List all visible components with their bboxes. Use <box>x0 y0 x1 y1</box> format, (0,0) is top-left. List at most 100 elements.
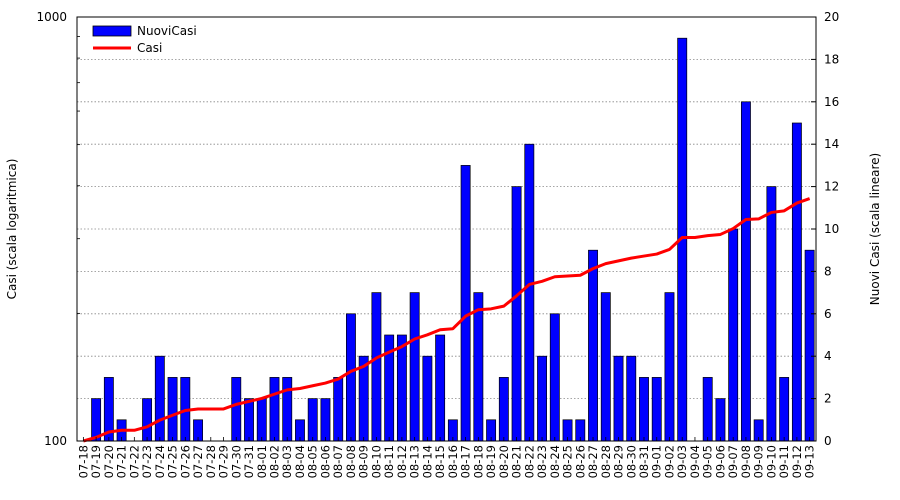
x-tick-label: 08-01 <box>255 445 269 478</box>
x-tick-label: 08-02 <box>267 445 281 478</box>
x-tick-label: 08-23 <box>535 445 549 478</box>
x-tick-label: 09-05 <box>701 445 715 478</box>
x-tick-label: 07-23 <box>140 445 154 478</box>
bar-07-24 <box>154 355 165 442</box>
bar-09-13 <box>804 249 815 442</box>
x-tick-label: 08-17 <box>459 445 473 478</box>
x-tick-label: 07-31 <box>242 445 256 478</box>
x-tick-label: 09-12 <box>790 445 804 478</box>
bar-08-17 <box>460 165 471 442</box>
bar-08-27 <box>588 249 598 442</box>
x-tick-label: 09-11 <box>777 445 791 478</box>
x-tick-label: 07-22 <box>127 445 141 478</box>
bar-09-07 <box>728 228 739 442</box>
bar-08-02 <box>269 377 280 442</box>
x-tick-label: 08-26 <box>573 445 587 478</box>
bar-08-15 <box>435 334 446 442</box>
bar-09-12 <box>791 122 802 442</box>
right-tick-label: 20 <box>824 10 839 24</box>
x-tick-label: 09-01 <box>650 445 664 478</box>
x-tick-label: 08-09 <box>357 445 371 478</box>
line-casi <box>82 197 811 443</box>
x-tick-label: 07-21 <box>115 445 129 478</box>
right-tick-label: 12 <box>824 180 839 194</box>
x-tick-label: 08-03 <box>280 445 294 478</box>
bar-07-23 <box>142 398 153 442</box>
bar-08-29 <box>613 355 624 442</box>
bar-08-31 <box>639 377 649 442</box>
bar-07-25 <box>167 377 178 442</box>
legend-swatch-bar <box>92 25 132 37</box>
bar-08-20 <box>498 377 509 442</box>
x-tick-label: 08-22 <box>522 445 536 478</box>
left-axis: 100 1000 <box>36 10 82 448</box>
x-tick-label: 07-25 <box>166 445 180 478</box>
y2-axis-label: Nuovi Casi (scala lineare) <box>868 153 882 305</box>
bar-08-07 <box>333 377 344 442</box>
bar-08-12 <box>396 334 407 442</box>
x-tick-label: 08-08 <box>344 445 358 478</box>
x-tick-label: 08-06 <box>318 445 332 478</box>
x-tick-label: 08-19 <box>484 445 498 478</box>
x-tick-label: 08-11 <box>382 445 396 478</box>
bar-08-05 <box>307 398 318 442</box>
x-tick-label: 08-25 <box>561 445 575 478</box>
left-tick-label: 100 <box>44 434 67 448</box>
x-tick-label: 07-26 <box>178 445 192 478</box>
right-tick-label: 14 <box>824 137 839 151</box>
x-tick-label: 08-28 <box>599 445 613 478</box>
right-tick-label: 2 <box>824 392 832 406</box>
right-tick-label: 6 <box>824 307 832 321</box>
x-tick-label: 07-20 <box>102 445 116 478</box>
line-series <box>82 197 811 443</box>
bar-09-11 <box>779 377 790 442</box>
bar-09-02 <box>664 292 675 442</box>
x-tick-label: 08-30 <box>624 445 638 478</box>
x-tick-label: 08-12 <box>395 445 409 478</box>
legend: NuoviCasi Casi <box>92 24 197 55</box>
bar-08-23 <box>537 355 547 442</box>
x-tick-label: 09-10 <box>764 445 778 478</box>
x-tick-label: 08-29 <box>612 445 626 478</box>
bar-08-24 <box>549 313 560 442</box>
x-tick-label: 09-03 <box>675 445 689 478</box>
bar-08-03 <box>282 377 293 442</box>
x-tick-label: 08-27 <box>586 445 600 478</box>
x-tick-label: 08-31 <box>637 445 651 478</box>
right-tick-label: 18 <box>824 52 839 66</box>
bar-07-31 <box>244 398 254 442</box>
x-tick-label: 09-08 <box>739 445 753 478</box>
bar-08-22 <box>524 143 535 442</box>
x-tick-label: 08-24 <box>548 445 562 478</box>
x-tick-label: 09-06 <box>713 445 727 478</box>
bar-09-08 <box>740 101 751 442</box>
right-tick-label: 10 <box>824 222 839 236</box>
x-tick-label: 08-15 <box>433 445 447 478</box>
x-tick-label: 09-13 <box>803 445 817 478</box>
x-tick-label: 07-24 <box>153 445 167 478</box>
bar-08-06 <box>320 398 331 442</box>
left-tick-label: 1000 <box>36 10 67 24</box>
x-tick-label: 09-07 <box>726 445 740 478</box>
legend-label-casi: Casi <box>137 41 162 55</box>
bar-08-28 <box>600 292 611 442</box>
bar-08-13 <box>409 292 420 442</box>
right-tick-label: 4 <box>824 349 832 363</box>
x-tick-label: 08-14 <box>420 445 434 478</box>
bar-09-01 <box>651 377 662 442</box>
x-tick-label: 07-18 <box>76 445 90 478</box>
x-tick-label: 07-19 <box>89 445 103 478</box>
bar-08-30 <box>626 355 637 442</box>
x-tick-label: 09-02 <box>662 445 676 478</box>
x-axis: 07-1807-1907-2007-2107-2207-2307-2407-25… <box>76 437 817 478</box>
bar-09-06 <box>715 398 726 442</box>
bar-08-08 <box>346 313 356 442</box>
bar-07-30 <box>231 377 242 442</box>
x-tick-label: 07-29 <box>217 445 231 478</box>
right-tick-label: 0 <box>824 434 832 448</box>
bar-08-14 <box>422 355 433 442</box>
bar-09-05 <box>702 377 713 442</box>
x-tick-label: 08-21 <box>510 445 524 478</box>
x-tick-label: 09-04 <box>688 445 702 478</box>
